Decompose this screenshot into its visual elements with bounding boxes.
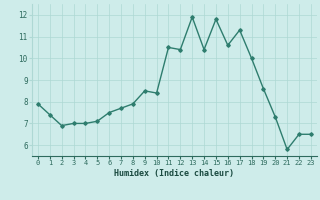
X-axis label: Humidex (Indice chaleur): Humidex (Indice chaleur) bbox=[115, 169, 234, 178]
